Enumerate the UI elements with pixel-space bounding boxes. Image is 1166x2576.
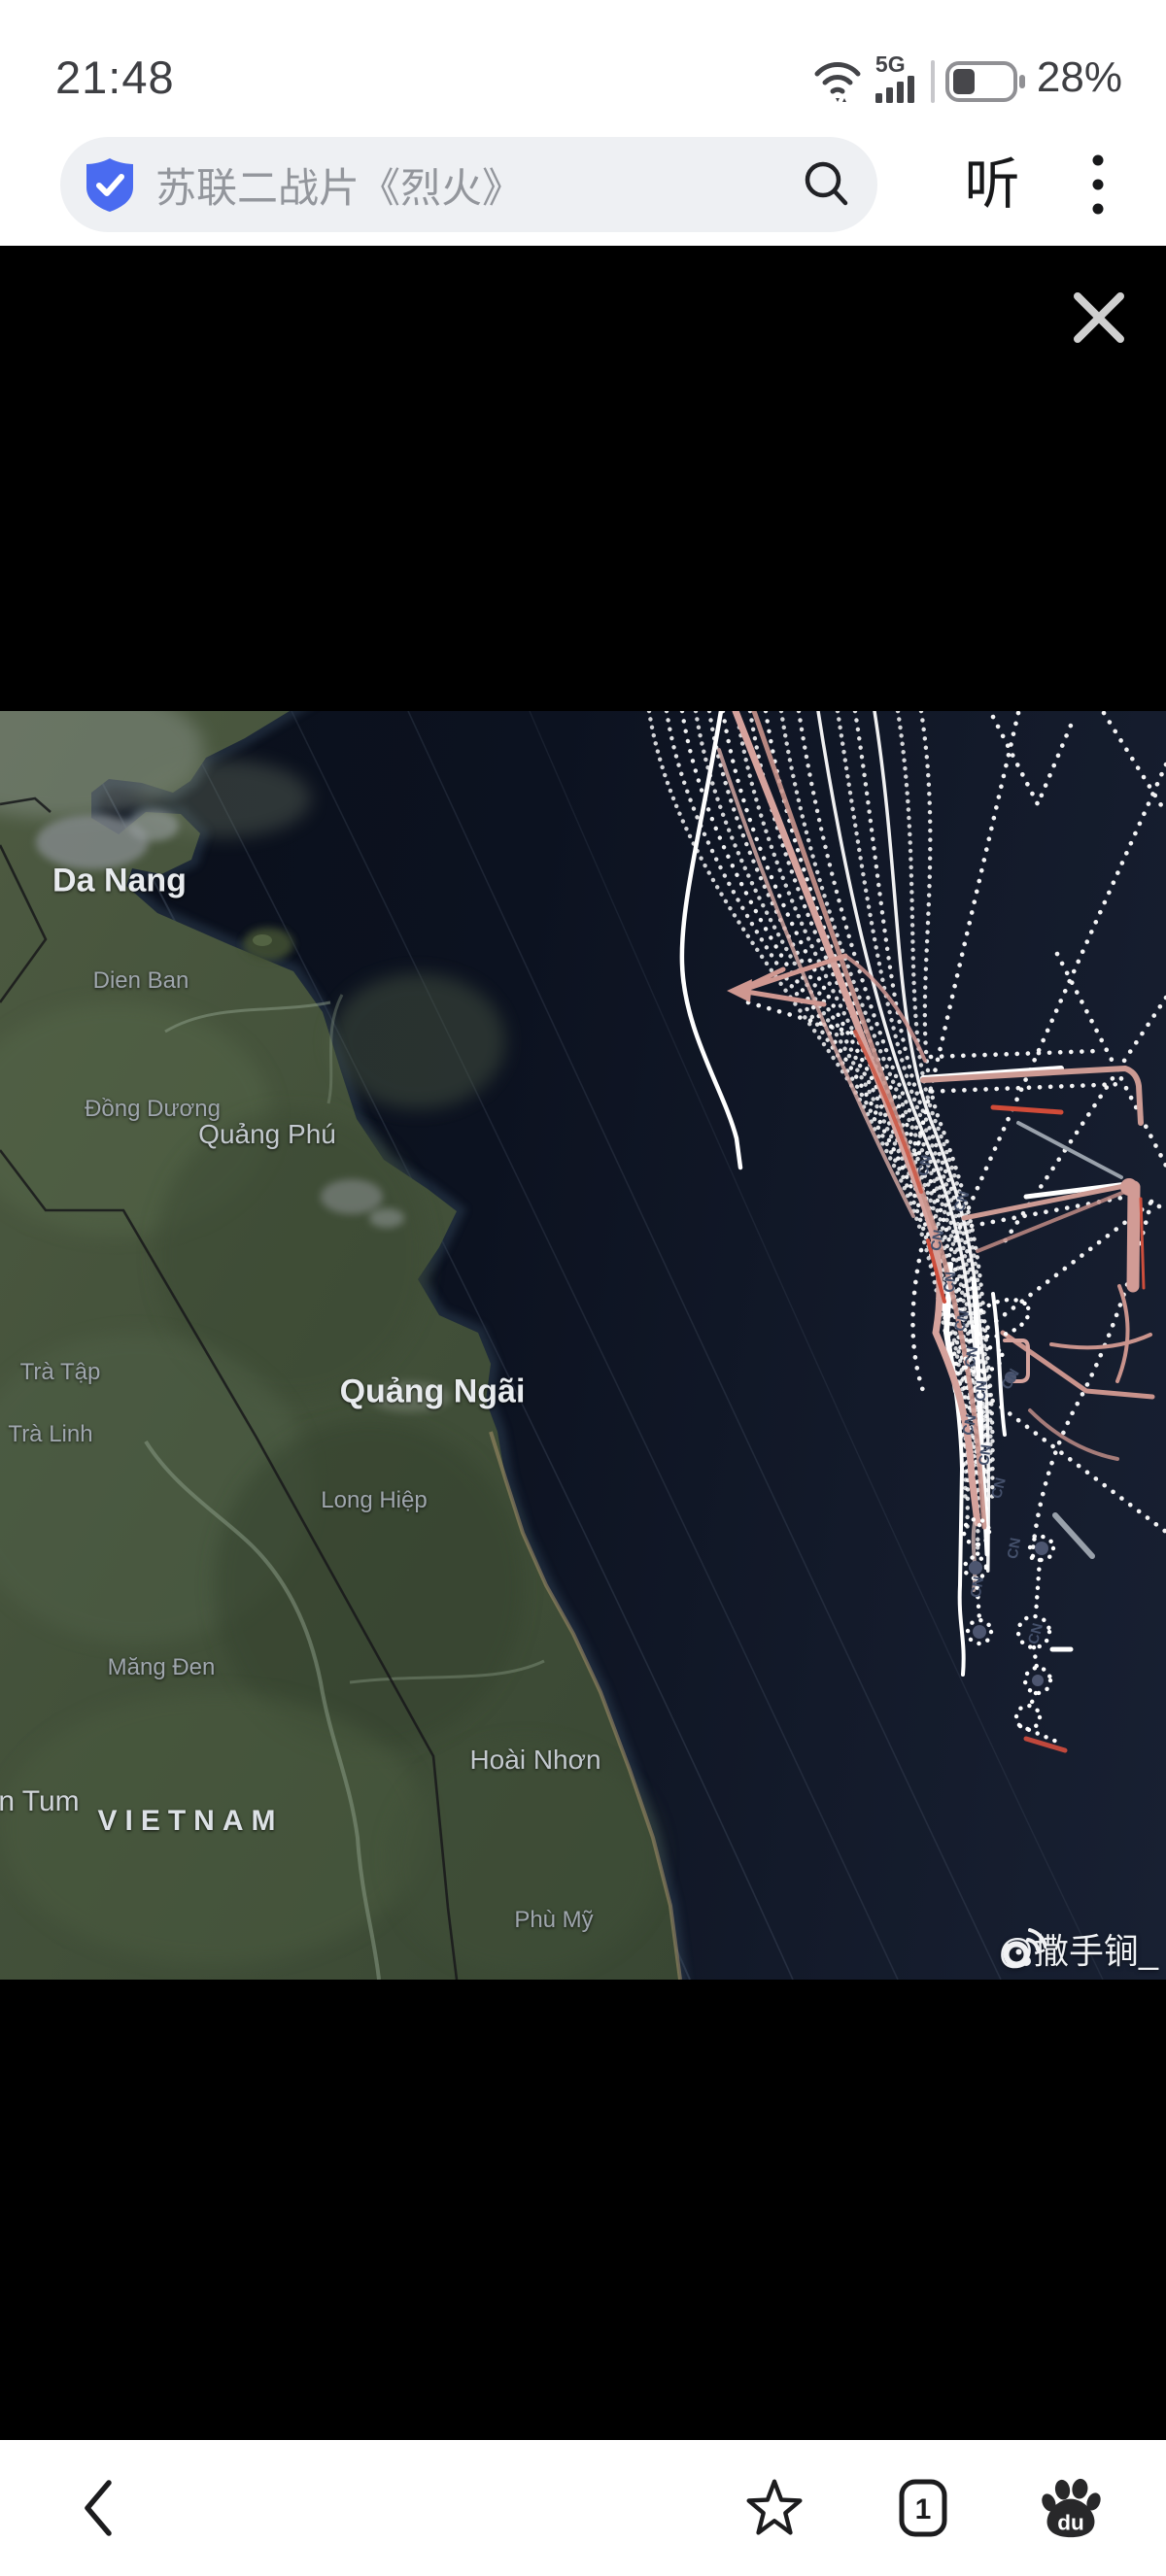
bundle-track — [895, 711, 993, 1476]
network-type-label: 5G — [874, 51, 906, 77]
search-input[interactable]: 苏联二战片《烈火》 — [155, 164, 524, 211]
province-borders — [0, 797, 459, 1980]
position-markers — [969, 1372, 1048, 1686]
baidu-paw-icon[interactable]: du — [1040, 2477, 1102, 2539]
bundle-track — [873, 711, 991, 1573]
track-bundle-dotted — [646, 711, 995, 1573]
status-icons: 5G 28% — [809, 49, 1122, 103]
map-image: Da Nang Dien Ban Đồng Dương Quảng Phú Trà Tậ… — [0, 711, 1166, 1980]
close-icon[interactable] — [1069, 288, 1129, 348]
bundle-track — [796, 711, 982, 1455]
island — [243, 928, 293, 961]
more-menu-icon[interactable] — [1075, 148, 1121, 225]
tab-count: 1 — [915, 2493, 932, 2525]
tabs-icon[interactable]: 1 — [892, 2477, 954, 2539]
battery-percent-label: 28% — [1036, 53, 1122, 101]
bundle-track — [679, 711, 966, 1472]
browser-toolbar: 1 du — [0, 2440, 1166, 2576]
search-bar[interactable]: 苏联二战片《烈火》 — [60, 137, 877, 232]
baidu-du-glyph: du — [1057, 2511, 1084, 2535]
search-icon[interactable] — [802, 159, 852, 210]
weibo-icon — [1003, 1928, 1047, 1968]
beach-strip — [489, 1431, 682, 1980]
satellite-basemap — [0, 711, 1104, 1980]
signal-bars-icon — [874, 76, 914, 103]
image-viewer: Da Nang Dien Ban Đồng Dương Quảng Phú Trà Tậ… — [0, 246, 1166, 2440]
vessel-tracks-overlay — [646, 711, 1166, 1753]
favorite-star-icon[interactable] — [743, 2477, 806, 2539]
pink-vessel-tracks — [717, 711, 1155, 1592]
rivers — [144, 994, 545, 1980]
bundle-track — [778, 711, 980, 1552]
listen-button[interactable]: 听 — [964, 153, 1020, 216]
sim2-signal-icon — [930, 60, 935, 103]
loiter-circles-dotted — [961, 1297, 1062, 1746]
clock: 21:48 — [55, 51, 175, 103]
wifi-icon — [814, 62, 861, 102]
signal-5g: 5G — [874, 51, 920, 103]
verified-shield-icon — [86, 158, 133, 212]
bundle-track — [706, 711, 971, 1531]
red-and-gray-tracks — [853, 1030, 1146, 1753]
terrain-texture — [0, 711, 661, 1974]
battery-icon — [944, 61, 1025, 102]
bundle-track — [918, 711, 995, 1507]
solid-white-tracks — [679, 711, 1130, 1677]
back-icon[interactable] — [70, 2477, 132, 2539]
watermark: @撒手锏_ — [998, 1923, 1158, 1974]
status-and-search-header: 21:48 5G 28% — [0, 0, 1166, 246]
crossing-dotted-tracks — [745, 711, 1166, 1561]
